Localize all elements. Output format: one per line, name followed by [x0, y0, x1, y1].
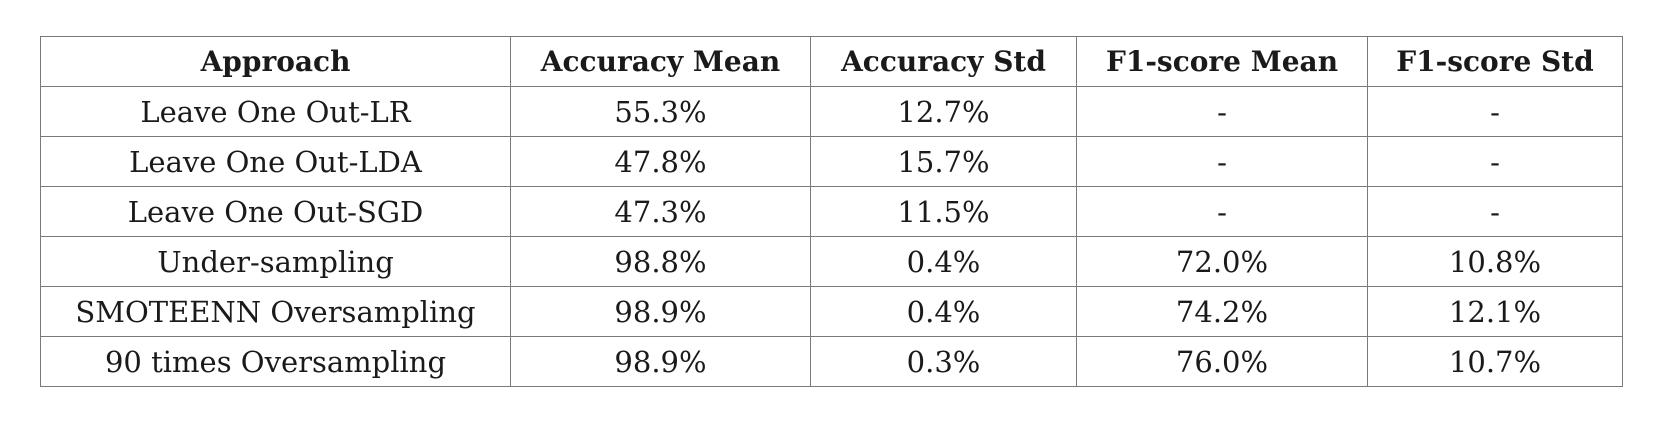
cell-f1-std: - — [1367, 136, 1623, 187]
header-accuracy-std: Accuracy Std — [810, 36, 1077, 87]
cell-accuracy-mean: 98.9% — [510, 286, 811, 337]
cell-approach: SMOTEENN Oversampling — [40, 286, 511, 337]
cell-approach: Leave One Out-SGD — [40, 186, 511, 237]
cell-f1-mean: - — [1076, 86, 1368, 137]
header-accuracy-mean: Accuracy Mean — [510, 36, 811, 87]
cell-accuracy-mean: 55.3% — [510, 86, 811, 137]
table-row: Leave One Out-LDA 47.8% 15.7% - - — [40, 136, 1623, 187]
cell-accuracy-mean: 47.8% — [510, 136, 811, 187]
cell-f1-std: - — [1367, 186, 1623, 237]
header-f1-mean: F1-score Mean — [1076, 36, 1368, 87]
cell-accuracy-std: 11.5% — [810, 186, 1077, 237]
cell-accuracy-std: 0.4% — [810, 236, 1077, 287]
cell-approach: Leave One Out-LDA — [40, 136, 511, 187]
table-row: SMOTEENN Oversampling 98.9% 0.4% 74.2% 1… — [40, 286, 1623, 337]
cell-accuracy-std: 0.4% — [810, 286, 1077, 337]
table-header-row: Approach Accuracy Mean Accuracy Std F1-s… — [40, 36, 1623, 87]
cell-f1-std: 10.8% — [1367, 236, 1623, 287]
table-row: Leave One Out-LR 55.3% 12.7% - - — [40, 86, 1623, 137]
header-f1-std: F1-score Std — [1367, 36, 1623, 87]
cell-f1-mean: 76.0% — [1076, 336, 1368, 387]
cell-accuracy-std: 0.3% — [810, 336, 1077, 387]
cell-approach: Under-sampling — [40, 236, 511, 287]
cell-f1-std: 10.7% — [1367, 336, 1623, 387]
cell-f1-mean: 74.2% — [1076, 286, 1368, 337]
table-row: Leave One Out-SGD 47.3% 11.5% - - — [40, 186, 1623, 237]
cell-accuracy-mean: 98.8% — [510, 236, 811, 287]
cell-f1-std: - — [1367, 86, 1623, 137]
cell-f1-mean: - — [1076, 136, 1368, 187]
cell-accuracy-std: 15.7% — [810, 136, 1077, 187]
cell-f1-mean: - — [1076, 186, 1368, 237]
cell-approach: 90 times Oversampling — [40, 336, 511, 387]
cell-approach: Leave One Out-LR — [40, 86, 511, 137]
results-table: Approach Accuracy Mean Accuracy Std F1-s… — [40, 36, 1623, 387]
header-approach: Approach — [40, 36, 511, 87]
cell-accuracy-mean: 98.9% — [510, 336, 811, 387]
cell-f1-mean: 72.0% — [1076, 236, 1368, 287]
cell-f1-std: 12.1% — [1367, 286, 1623, 337]
table-row: Under-sampling 98.8% 0.4% 72.0% 10.8% — [40, 236, 1623, 287]
table-row: 90 times Oversampling 98.9% 0.3% 76.0% 1… — [40, 336, 1623, 387]
cell-accuracy-std: 12.7% — [810, 86, 1077, 137]
cell-accuracy-mean: 47.3% — [510, 186, 811, 237]
